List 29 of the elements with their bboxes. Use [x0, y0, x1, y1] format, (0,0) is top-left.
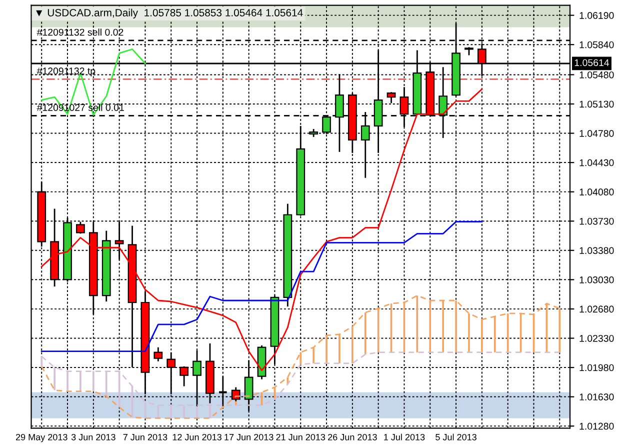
y-tick-label: 1.04430 — [580, 159, 614, 166]
y-tick-label: 1.05130 — [580, 100, 614, 108]
y-tick-label: 1.02680 — [580, 306, 614, 313]
ref-line-label: 1.05614 — [574, 59, 610, 66]
x-tick-label: 7 Jun 2013 — [123, 434, 168, 440]
x-tick-label: 26 Jun 2013 — [328, 434, 377, 440]
ref-line-label: #12091132 sell 0.02 — [36, 28, 124, 36]
x-tick-label: 12 Jun 2013 — [172, 434, 222, 440]
x-tick-label: 17 Jun 2013 — [224, 434, 274, 440]
y-tick-label: 1.06190 — [580, 12, 614, 19]
y-tick-label: 1.03730 — [580, 218, 614, 225]
line-series — [40, 220, 483, 352]
y-tick-label: 1.05840 — [580, 41, 614, 48]
y-tick-label: 1.01630 — [580, 394, 614, 400]
chart-title: ▼ USDCAD.arm,Daily 1.05785 1.05853 1.05464 1.05614 — [36, 8, 303, 18]
x-tick-label: 1 Jul 2013 — [384, 434, 425, 440]
x-tick-label: 29 May 2013 — [16, 434, 68, 442]
x-tick-label: 21 Jun 2013 — [276, 434, 326, 440]
y-tick-label: 1.02330 — [580, 334, 614, 342]
candlestick — [154, 346, 163, 362]
x-tick-label: 5 Jul 2013 — [436, 434, 476, 440]
y-tick-label: 1.01280 — [580, 422, 614, 430]
y-tick-label: 1.03030 — [580, 276, 614, 284]
y-tick-label: 1.05480 — [580, 71, 614, 78]
y-tick-label: 1.03380 — [580, 247, 614, 254]
y-tick-label: 1.04080 — [580, 188, 614, 196]
x-tick-label: 3 Jun 2013 — [71, 434, 116, 440]
y-tick-label: 1.01980 — [580, 364, 614, 372]
y-tick-label: 1.04780 — [580, 130, 614, 137]
